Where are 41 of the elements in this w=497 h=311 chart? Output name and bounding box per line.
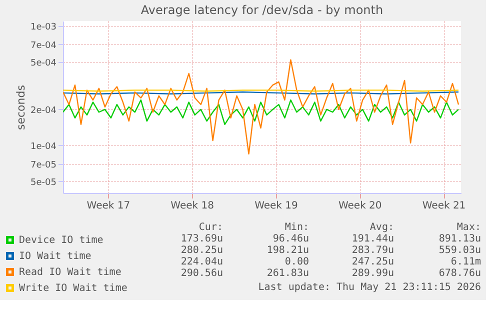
text: 247.25u xyxy=(352,256,394,268)
text: Last update: Thu May 21 23:11:15 2026 xyxy=(258,282,481,293)
line-series xyxy=(63,99,460,126)
x-tick-label: Week 17 xyxy=(86,200,130,212)
text: 678.76u xyxy=(438,268,481,279)
chart-title: Average latency for /dev/sda - by month xyxy=(140,3,384,17)
y-tick-label: 2e-04 xyxy=(30,106,57,116)
x-tick-label: Week 20 xyxy=(338,200,382,212)
text: 173.69u xyxy=(180,234,223,244)
x-tick-label: Week 18 xyxy=(170,200,214,212)
text: Cur: xyxy=(198,222,223,233)
y-axis-title: seconds xyxy=(14,84,28,130)
line-series xyxy=(63,59,460,154)
text: 290.56u xyxy=(180,268,223,279)
text: 198.21u xyxy=(266,245,309,256)
text: 283.79u xyxy=(352,245,394,256)
legend-label: IO Wait time xyxy=(19,251,92,262)
text: Max: xyxy=(456,222,481,233)
text: 289.99u xyxy=(352,268,394,279)
text: 280.25u xyxy=(180,245,223,256)
legend-label: Read IO Wait time xyxy=(19,267,122,278)
text: 6.11m xyxy=(450,256,481,268)
x-tick-label: Week 19 xyxy=(254,200,298,212)
text: 0.00 xyxy=(284,256,309,268)
y-tick-label: 7e-04 xyxy=(30,40,57,51)
text: 891.13u xyxy=(438,234,481,244)
y-tick-label: 5e-04 xyxy=(30,58,57,68)
y-tick-label: 1e-04 xyxy=(30,142,57,152)
y-tick-label: 5e-05 xyxy=(30,178,56,188)
text: Min: xyxy=(284,222,309,233)
text: 224.04u xyxy=(180,256,223,268)
text: 559.03u xyxy=(438,245,481,256)
text: 191.44u xyxy=(352,234,394,244)
legend-label: Device IO time xyxy=(19,235,104,246)
text: 96.46u xyxy=(272,234,309,244)
x-tick-label: Week 21 xyxy=(422,200,466,212)
legend-label: Write IO Wait time xyxy=(19,283,128,294)
text: Avg: xyxy=(370,222,394,233)
text: 261.83u xyxy=(266,268,309,279)
y-tick-label: 1e-03 xyxy=(30,22,56,32)
y-tick-label: 7e-05 xyxy=(30,160,56,170)
